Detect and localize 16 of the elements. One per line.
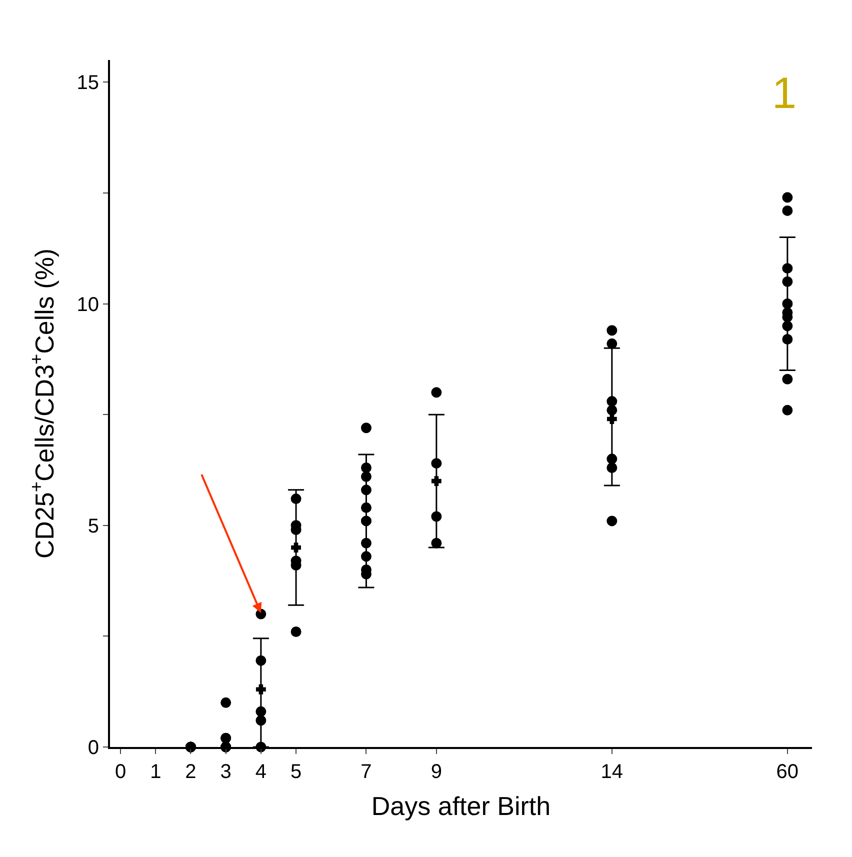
y-tick-label: 10 <box>76 294 99 316</box>
x-tick-label: 14 <box>600 761 624 783</box>
annotation: 1 <box>772 69 796 118</box>
y-tick-label: 5 <box>88 515 99 538</box>
x-tick-label: 3 <box>220 761 232 783</box>
y-tick-label: 15 <box>76 72 99 94</box>
x-tick-label: 5 <box>290 761 302 783</box>
x-tick-label: 0 <box>114 761 126 783</box>
x-tick-label: 1 <box>150 761 162 783</box>
x-tick-label: 60 <box>776 761 799 783</box>
x-tick-label: 7 <box>360 761 372 783</box>
x-tick-label: 2 <box>185 761 196 783</box>
x-tick-label: 9 <box>430 761 442 783</box>
y-tick-label: 0 <box>88 737 99 759</box>
x-axis-title: Days after Birth <box>371 791 551 822</box>
x-tick-label: 4 <box>255 761 266 783</box>
